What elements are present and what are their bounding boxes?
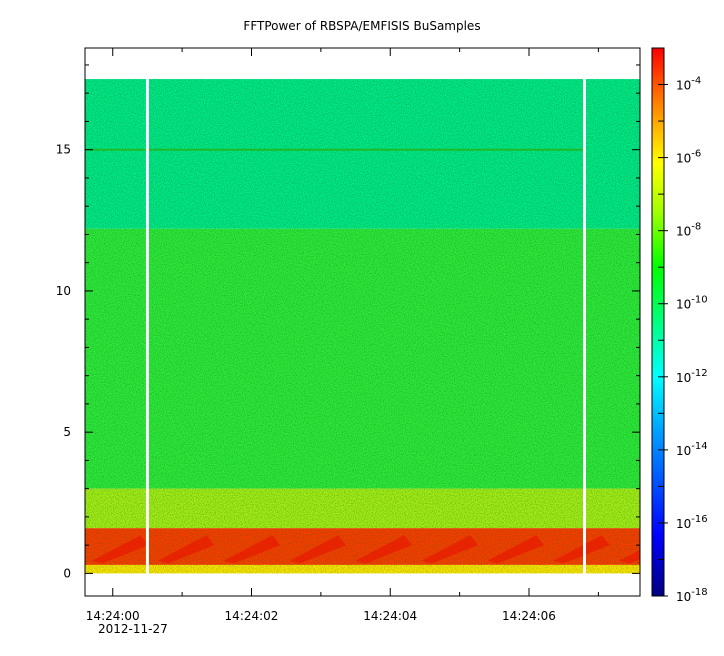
wave-feature (553, 535, 610, 564)
y-tick-label: 15 (56, 143, 71, 157)
colorbar-tick-label: 10-18 (676, 587, 708, 604)
colorbar-tick-label: 10-8 (676, 222, 701, 239)
colorbar-tick-label: 10-10 (676, 295, 708, 312)
wave-feature (157, 535, 215, 564)
x-tick-label: 14:24:06 (502, 609, 556, 623)
wave-feature (223, 535, 281, 564)
y-tick-label: 10 (56, 284, 71, 298)
x-date-label: 2012-11-27 (98, 622, 168, 636)
data-gap-1 (583, 79, 586, 574)
colorbar-tick-label: 10-14 (676, 441, 708, 458)
spectrogram-noise (85, 79, 640, 574)
chart-title: FFTPower of RBSPA/EMFISIS BuSamples (243, 19, 480, 33)
colorbar-tick-label: 10-4 (676, 76, 701, 93)
data-gap-0 (145, 79, 149, 574)
colorbar-tick-label: 10-16 (676, 514, 708, 531)
x-tick-label: 14:24:00 (86, 609, 140, 623)
y-tick-label: 5 (63, 425, 71, 439)
wave-feature (91, 535, 149, 564)
wave-features (91, 535, 640, 564)
x-tick-label: 14:24:02 (225, 609, 279, 623)
wave-feature (421, 535, 479, 564)
colorbar-axis: 10-18 10-16 10-14 10-12 10-10 10-8 10-6 10-4 (658, 76, 708, 604)
colorbar-tick-label: 10-12 (676, 368, 708, 385)
plot-frame (84, 47, 641, 597)
spectrogram-image (85, 79, 640, 574)
colorbar-tick-label: 10-6 (676, 149, 701, 166)
y-tick-label: 0 (63, 566, 71, 580)
x-tick-label: 14:24:04 (363, 609, 417, 623)
wave-feature (487, 535, 544, 564)
x-axis: 14:24:00 14:24:02 14:24:04 14:24:06 (86, 48, 599, 623)
wave-feature (289, 535, 347, 564)
wave-feature (355, 535, 413, 564)
colorbar (651, 47, 665, 597)
y-axis: 0 5 10 15 (56, 64, 640, 580)
wave-feature (619, 549, 640, 564)
